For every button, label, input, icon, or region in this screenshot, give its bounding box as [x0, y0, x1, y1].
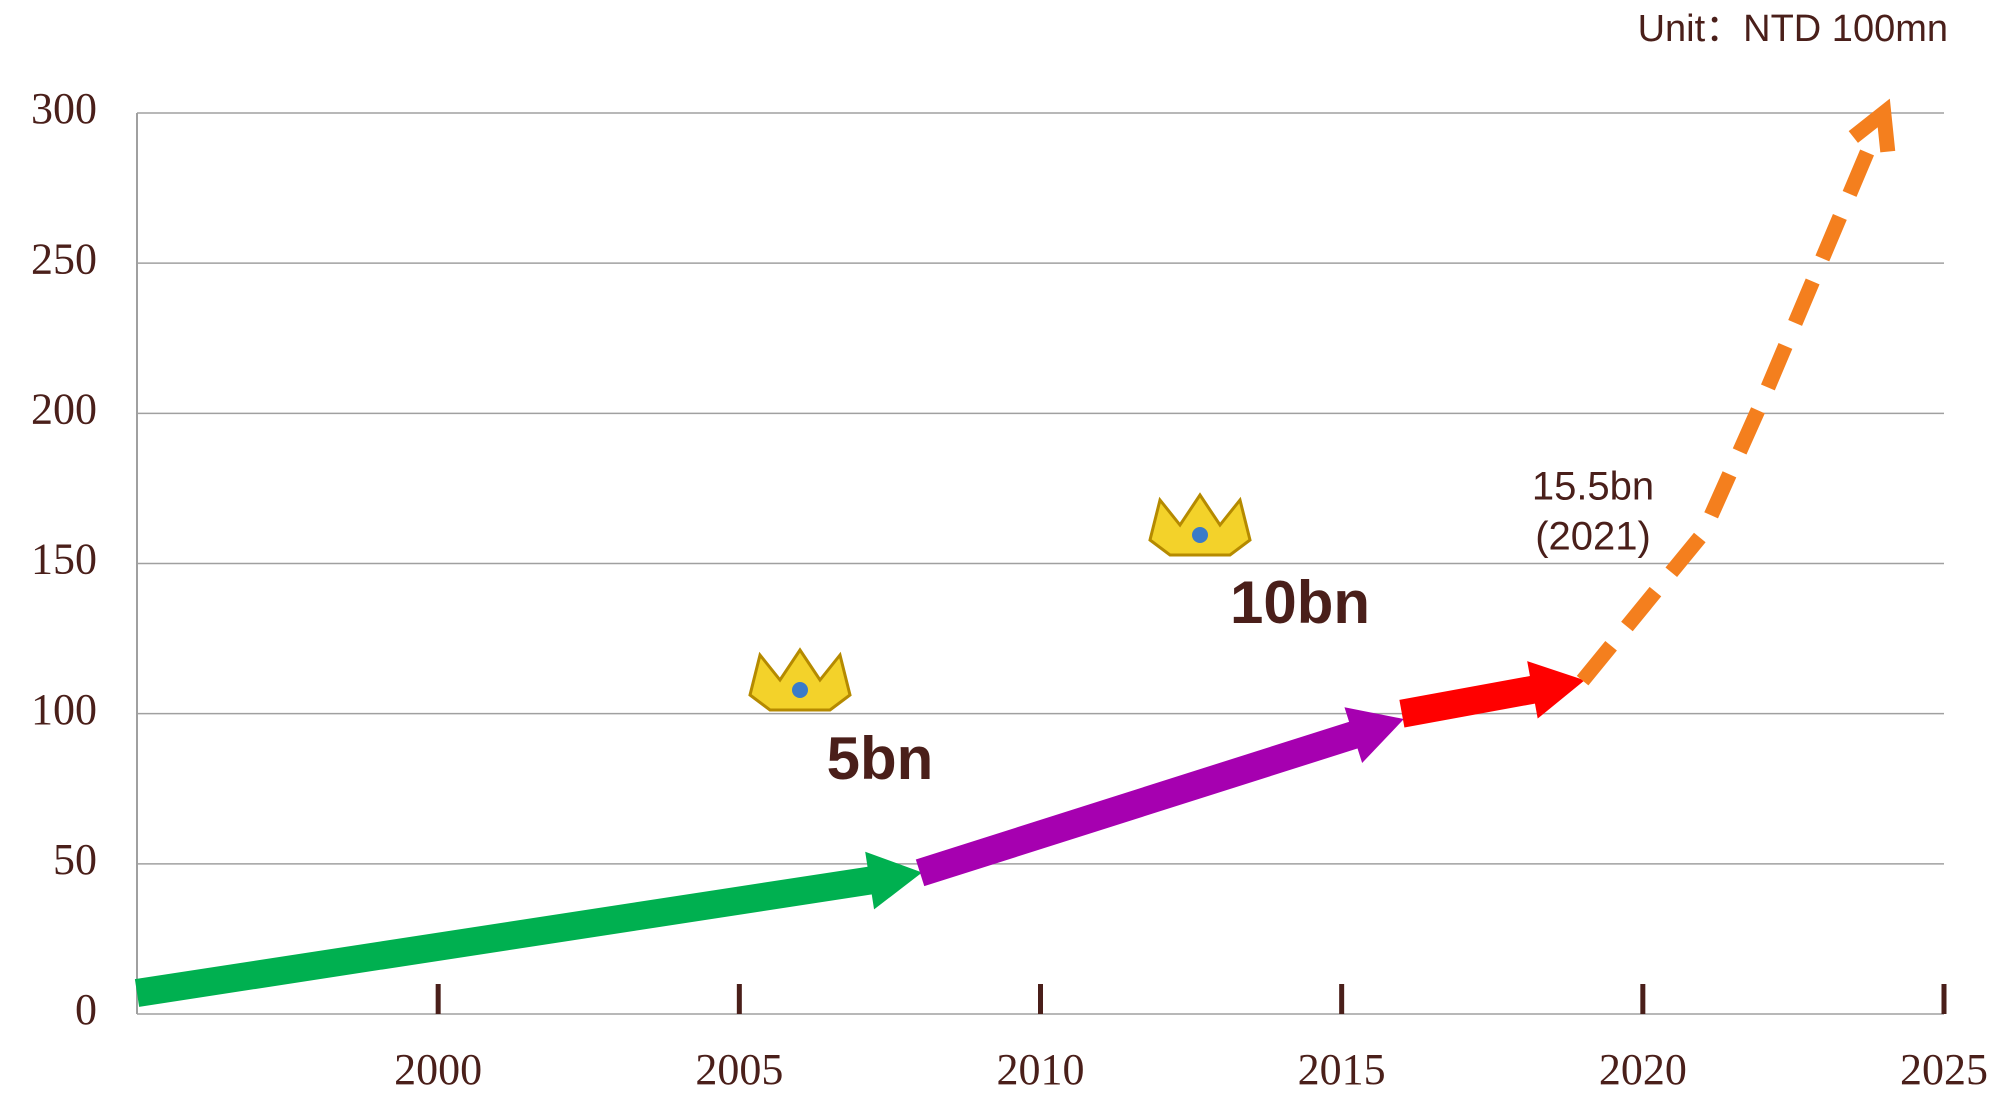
y-tick-label: 0 — [75, 985, 97, 1034]
arrow-head — [1344, 707, 1404, 763]
series-line — [1399, 674, 1546, 728]
series-line — [134, 865, 883, 1007]
x-tick-label: 2010 — [997, 1045, 1085, 1094]
annotation: 15.5bn — [1532, 465, 1654, 509]
y-tick-label: 50 — [53, 835, 97, 884]
y-tick-label: 200 — [31, 384, 97, 433]
y-tick-label: 150 — [31, 535, 97, 584]
x-tick-label: 2005 — [695, 1045, 783, 1094]
plot: 0 50 100 150 200 250 300 2000 2005 2010 2015 2020 20… — [31, 84, 1988, 1094]
annotation: 5bn — [827, 725, 934, 792]
y-tick-label: 100 — [31, 685, 97, 734]
annotation: (2021) — [1535, 515, 1651, 559]
series-line — [915, 718, 1369, 887]
crown — [748, 647, 852, 712]
x-tick-label: 2025 — [1900, 1045, 1988, 1094]
series-line — [1576, 135, 1881, 686]
annotation: 10bn — [1230, 569, 1370, 636]
x-tick-label: 2015 — [1298, 1045, 1386, 1094]
arrow-head — [865, 851, 923, 910]
y-tick-label: 300 — [31, 84, 97, 133]
crown — [1148, 492, 1252, 557]
x-tick-label: 2000 — [394, 1045, 482, 1094]
arrow-head — [1848, 98, 1896, 153]
y-tick-label: 250 — [31, 234, 97, 283]
unit-label: Unit：NTD 100mn — [1638, 8, 1948, 50]
arrow-head — [1527, 661, 1585, 719]
x-tick-label: 2020 — [1599, 1045, 1687, 1094]
